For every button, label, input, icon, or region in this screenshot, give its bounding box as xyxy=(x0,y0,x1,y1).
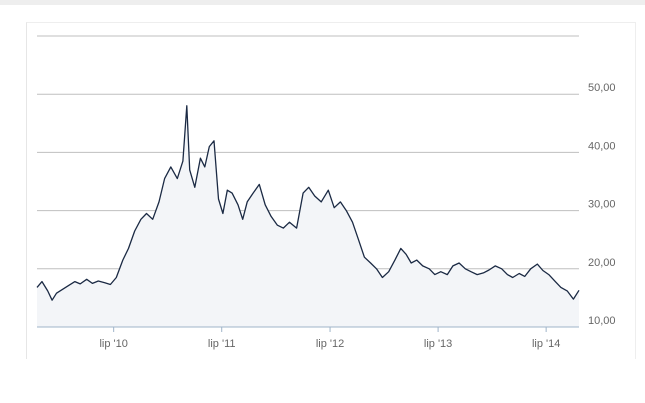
y-tick-label: 30,00 xyxy=(588,199,616,211)
y-tick-label: 20,00 xyxy=(588,257,616,269)
chart-panel xyxy=(26,22,636,359)
x-tick-label: lip '11 xyxy=(208,338,236,350)
top-border xyxy=(0,0,645,5)
x-tick-label: lip '14 xyxy=(532,338,560,350)
x-tick-label: lip '12 xyxy=(316,338,344,350)
y-tick-label: 10,00 xyxy=(588,315,616,327)
price-line xyxy=(36,105,580,301)
x-axis-ticks: lip '10 lip '11 lip '12 lip '13 lip '14 xyxy=(99,327,560,350)
y-tick-label: 40,00 xyxy=(588,140,616,152)
y-tick-label: 50,00 xyxy=(588,82,616,94)
area-fill xyxy=(37,105,579,327)
x-tick-label: lip '13 xyxy=(424,338,452,350)
y-axis-ticks: 10,00 20,00 30,00 40,00 50,00 xyxy=(588,82,616,327)
grid-lines xyxy=(37,35,579,270)
x-tick-label: lip '10 xyxy=(99,338,127,350)
